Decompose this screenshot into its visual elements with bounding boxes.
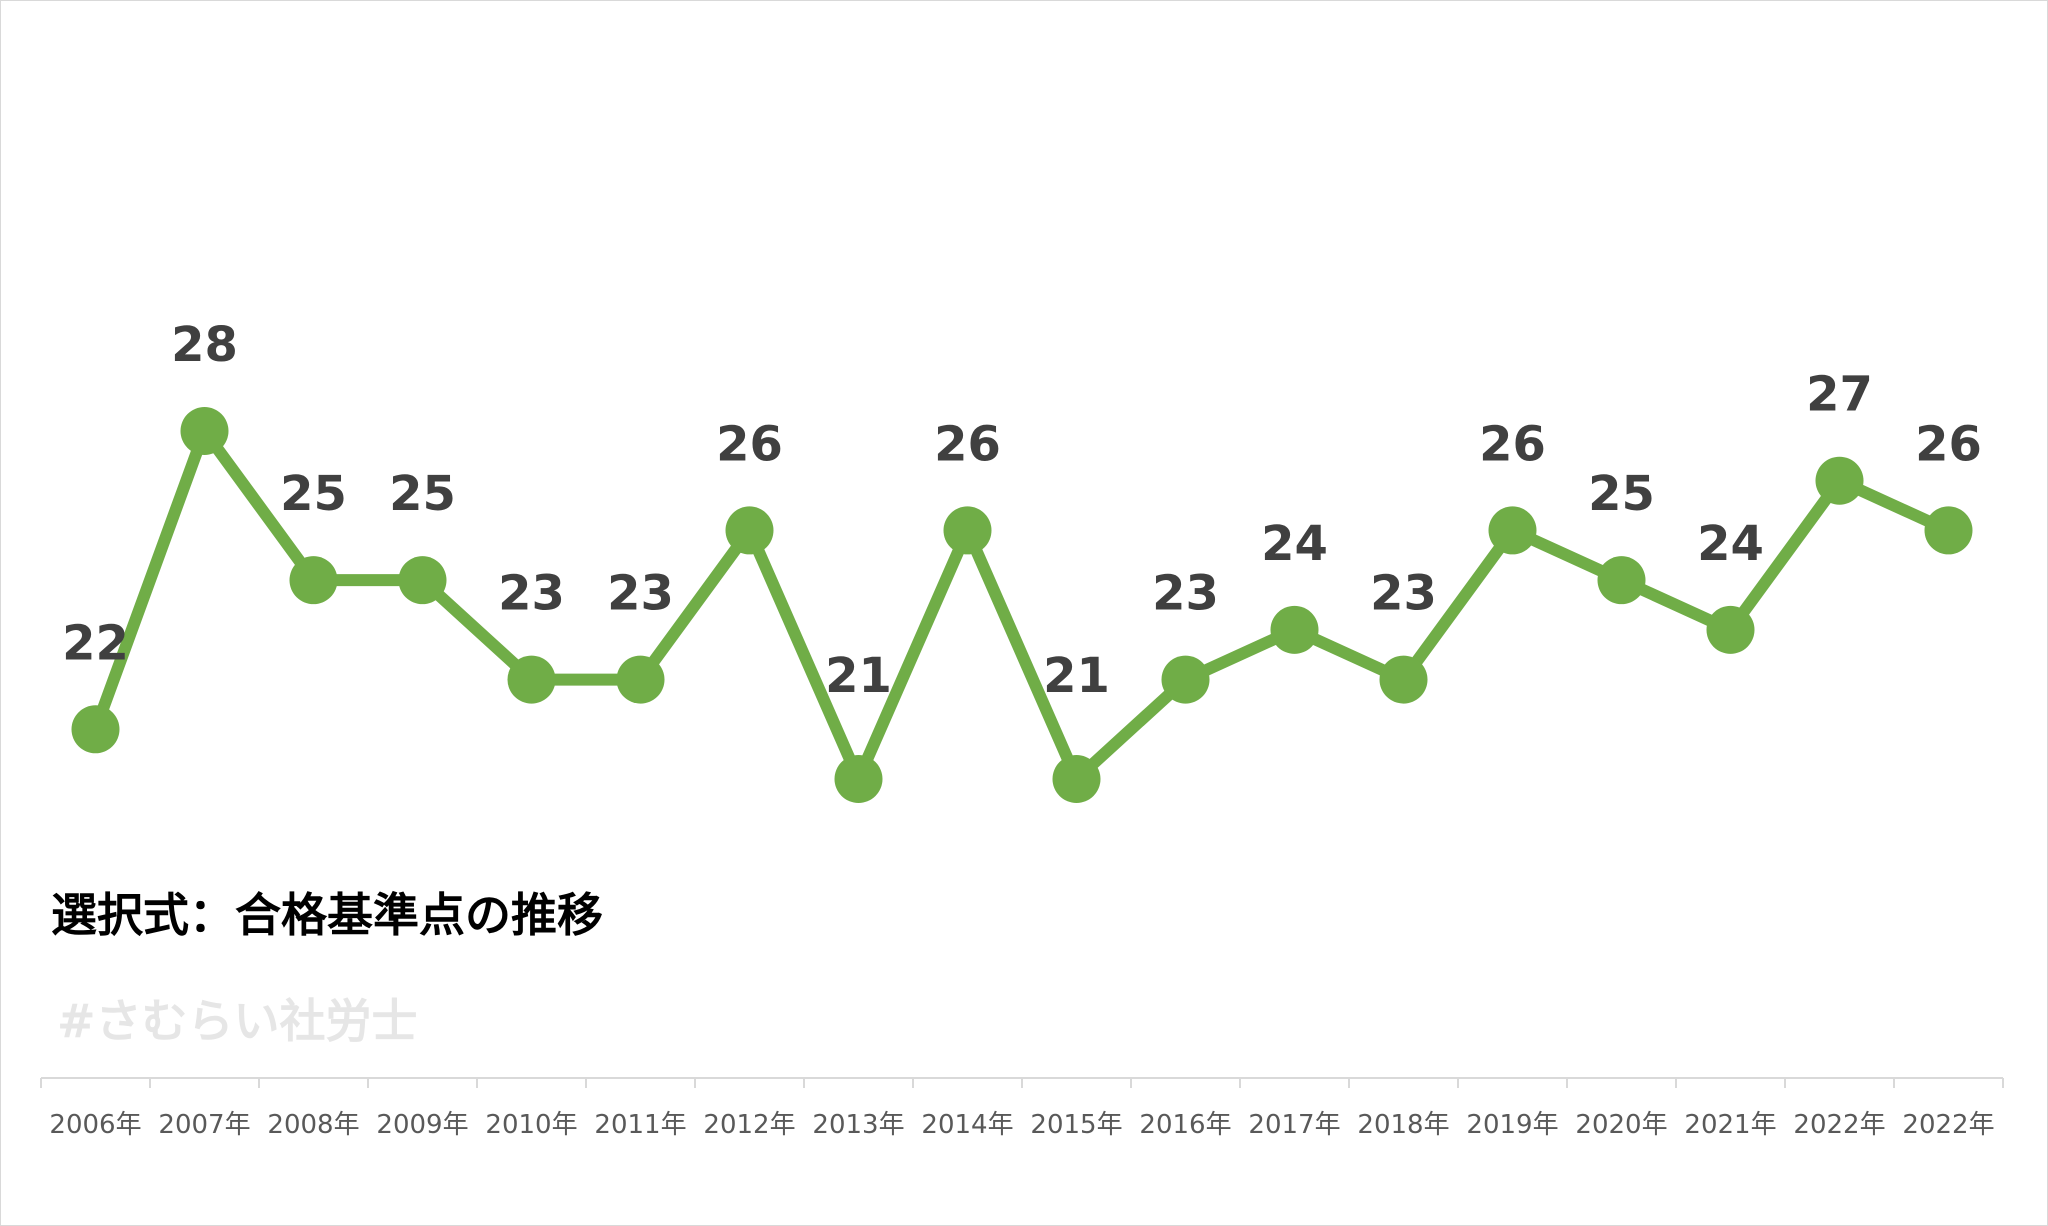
data-label: 26 (934, 416, 1001, 472)
x-tick-label: 2014年 (921, 1110, 1013, 1140)
x-tick-label: 2019年 (1466, 1110, 1558, 1140)
data-point (1488, 506, 1537, 555)
data-point (1052, 755, 1101, 803)
data-label: 25 (1588, 466, 1655, 522)
data-label: 26 (1479, 416, 1546, 472)
data-label: 26 (716, 416, 783, 472)
data-label: 28 (171, 317, 238, 373)
data-point (71, 705, 120, 754)
series-line (89, 425, 1951, 785)
x-tick-label: 2013年 (812, 1110, 904, 1140)
data-point (1270, 605, 1319, 654)
data-point (1924, 506, 1973, 555)
x-tick-label: 2017年 (1248, 1110, 1340, 1140)
data-point (1161, 655, 1210, 704)
chart-title: 選択式：合格基準点の推移 (51, 888, 603, 942)
x-tick-label: 2016年 (1139, 1110, 1231, 1140)
x-tick-label: 2006年 (49, 1110, 141, 1140)
data-label: 23 (498, 566, 565, 622)
x-tick-label: 2022年 (1902, 1110, 1994, 1140)
data-point (289, 556, 338, 605)
x-tick-label: 2021年 (1684, 1110, 1776, 1140)
data-label: 23 (1152, 566, 1219, 622)
data-label: 24 (1261, 516, 1328, 572)
data-point (1379, 655, 1428, 704)
data-label: 22 (62, 615, 129, 671)
data-point (725, 506, 774, 555)
data-label: 25 (389, 466, 456, 522)
data-point (834, 755, 883, 803)
data-point (507, 655, 556, 704)
data-point (1815, 456, 1864, 505)
data-point (616, 655, 665, 704)
x-tick-label: 2010年 (485, 1110, 577, 1140)
data-label: 21 (1043, 648, 1110, 704)
data-label: 25 (280, 466, 347, 522)
data-point (1706, 605, 1755, 654)
data-label: 27 (1806, 367, 1873, 423)
x-tick-label: 2018年 (1357, 1110, 1449, 1140)
data-label: 23 (1370, 566, 1437, 622)
x-tick-label: 2020年 (1575, 1110, 1667, 1140)
data-label: 21 (825, 648, 892, 704)
watermark: #さむらい社労士 (57, 994, 418, 1048)
x-tick-label: 2008年 (267, 1110, 359, 1140)
data-label: 23 (607, 566, 674, 622)
x-tick-label: 2012年 (703, 1110, 795, 1140)
data-point (180, 407, 229, 455)
data-label: 26 (1915, 416, 1982, 472)
data-point (1597, 556, 1646, 605)
x-tick-label: 2007年 (158, 1110, 250, 1140)
data-point (943, 506, 992, 555)
x-tick-label: 2009年 (376, 1110, 468, 1140)
data-label: 24 (1697, 516, 1764, 572)
x-tick-label: 2015年 (1030, 1110, 1122, 1140)
x-tick-label: 2011年 (594, 1110, 686, 1140)
data-point (398, 556, 447, 605)
x-tick-label: 2022年 (1793, 1110, 1885, 1140)
